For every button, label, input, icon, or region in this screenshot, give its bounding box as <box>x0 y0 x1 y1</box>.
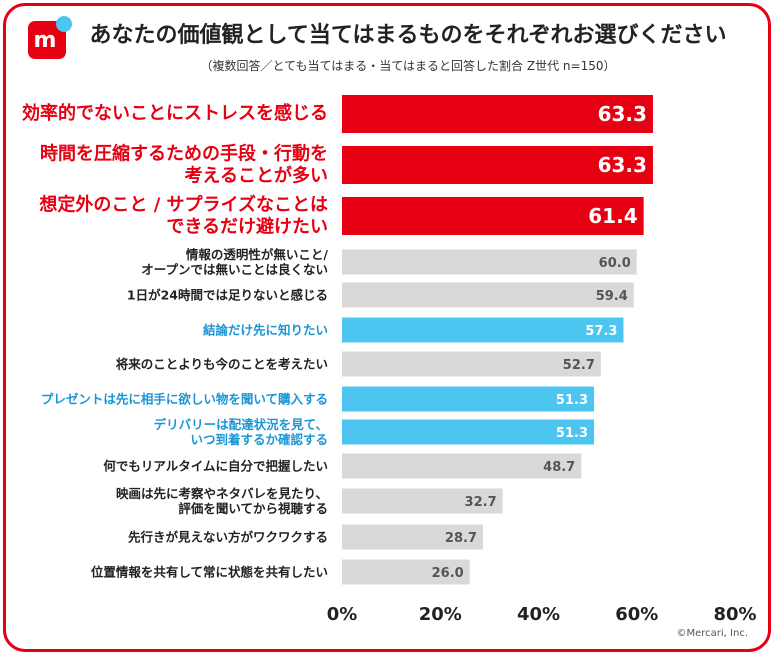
category-label: 効率的でないことにストレスを感じる <box>22 103 328 125</box>
category-label: 位置情報を共有して常に状態を共有したい <box>90 564 328 580</box>
chart-title: あなたの価値観として当てはまるものをそれぞれお選びください <box>90 22 727 48</box>
logo <box>28 21 66 59</box>
value-label: 26.0 <box>432 566 464 581</box>
category-label: 映画は先に考察やネタバレを見たり、 評価を聞いてから視聴する <box>115 486 328 516</box>
bar <box>342 249 637 275</box>
category-label: 何でもリアルタイムに自分で把握したい <box>103 458 328 474</box>
value-label: 57.3 <box>585 324 617 339</box>
category-label: 先行きが見えない方がワクワクする <box>127 529 328 545</box>
value-label: 59.4 <box>596 289 628 304</box>
value-label: 51.3 <box>556 426 588 441</box>
category-label: デリバリーは配達状況を見て、 いつ到着するか確認する <box>153 417 328 447</box>
source: ©Mercari, Inc. <box>676 628 748 639</box>
subtitle: （複数回答／とても当てはまる・当てはまると回答した割合 Z世代 n=150） <box>201 58 616 73</box>
bar <box>342 386 595 412</box>
category-label: 想定外のこと / サプライズなことは できるだけ避けたい <box>39 194 328 237</box>
category-label: 将来のことよりも今のことを考えたい <box>115 356 328 372</box>
x-tick-label: 20% <box>419 604 462 625</box>
value-label: 63.3 <box>598 102 647 126</box>
logo-dot <box>56 16 72 32</box>
value-label: 61.4 <box>588 204 637 228</box>
value-label: 32.7 <box>465 495 497 510</box>
category-label: 結論だけ先に知りたい <box>202 322 328 338</box>
value-label: 51.3 <box>556 393 588 408</box>
value-label: 48.7 <box>543 460 575 475</box>
bar <box>342 95 653 133</box>
value-label: 52.7 <box>563 358 595 373</box>
x-tick-label: 0% <box>327 604 358 625</box>
category-label: プレゼントは先に相手に欲しい物を聞いて購入する <box>40 391 328 407</box>
bar <box>342 419 595 445</box>
bar <box>342 282 634 308</box>
bar <box>342 559 470 585</box>
x-tick-label: 40% <box>517 604 560 625</box>
bar <box>342 524 483 550</box>
bar <box>342 351 601 377</box>
value-label: 60.0 <box>599 256 631 271</box>
x-tick-label: 80% <box>713 604 756 625</box>
value-label: 28.7 <box>445 531 477 546</box>
value-label: 63.3 <box>598 153 647 177</box>
category-label: 時間を圧縮するための手段・行動を 考えることが多い <box>40 143 328 186</box>
bar <box>342 488 503 514</box>
x-tick-label: 60% <box>615 604 658 625</box>
bar <box>342 197 644 235</box>
category-label: 1日が24時間では足りないと感じる <box>126 287 328 303</box>
bar <box>342 453 582 479</box>
logo-mark: m <box>34 28 57 53</box>
frame <box>3 3 771 652</box>
category-label: 情報の透明性が無いこと/ オープンでは無いことは良くない <box>141 247 328 277</box>
bar <box>342 146 653 184</box>
bar <box>342 317 624 343</box>
